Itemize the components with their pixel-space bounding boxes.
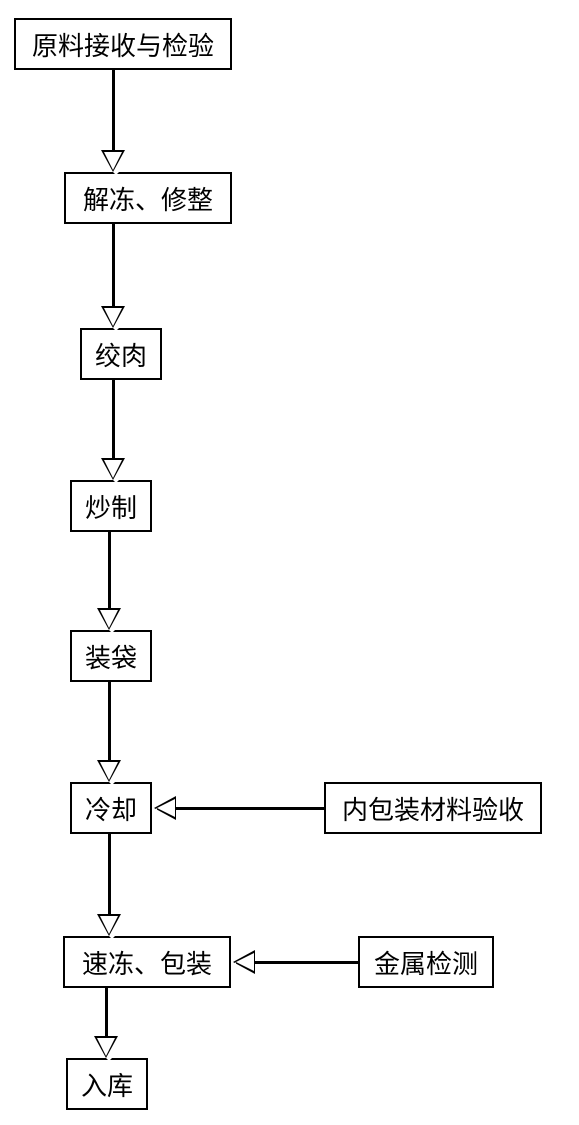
flow-arrow-line (112, 380, 115, 458)
flow-node-s2: 金属检测 (358, 936, 494, 988)
flow-arrow-line (108, 834, 111, 914)
flow-node-n2: 解冻、修整 (64, 172, 232, 224)
flow-node-n6: 冷却 (70, 782, 152, 834)
flow-arrow-line (108, 532, 111, 608)
flow-arrow-line (105, 988, 108, 1036)
flow-node-n8: 入库 (66, 1058, 148, 1110)
flow-node-n5: 装袋 (70, 630, 152, 682)
flow-node-n4: 炒制 (70, 480, 152, 532)
flow-arrow-head (101, 306, 125, 328)
flow-arrow-line (255, 961, 358, 964)
flow-node-label: 绞肉 (95, 336, 147, 373)
flow-node-label: 装袋 (85, 638, 137, 675)
flow-arrow-line (108, 682, 111, 760)
flow-arrow-head (97, 760, 121, 782)
flow-node-n1: 原料接收与检验 (14, 18, 232, 70)
flow-arrow-head (233, 950, 255, 974)
flow-arrow-line (112, 224, 115, 306)
flow-arrow-head (101, 458, 125, 480)
flow-node-label: 炒制 (85, 488, 137, 525)
flow-node-s1: 内包装材料验收 (324, 782, 542, 834)
flow-node-label: 内包装材料验收 (342, 790, 524, 827)
flow-node-label: 冷却 (85, 790, 137, 827)
flow-node-label: 金属检测 (374, 944, 478, 981)
flow-node-label: 解冻、修整 (83, 180, 213, 217)
flow-arrow-head (97, 914, 121, 936)
flowchart-canvas: 原料接收与检验解冻、修整绞肉炒制装袋冷却速冻、包装入库 内包装材料验收金属检测 (0, 0, 579, 1125)
flow-node-n3: 绞肉 (80, 328, 162, 380)
flow-node-label: 原料接收与检验 (32, 26, 214, 63)
flow-arrow-head (97, 608, 121, 630)
flow-node-label: 速冻、包装 (82, 944, 212, 981)
flow-node-n7: 速冻、包装 (63, 936, 231, 988)
flow-arrow-line (176, 807, 324, 810)
flow-node-label: 入库 (81, 1066, 133, 1103)
flow-arrow-head (154, 796, 176, 820)
flow-arrow-head (94, 1036, 118, 1058)
flow-arrow-line (112, 70, 115, 150)
flow-arrow-head (101, 150, 125, 172)
